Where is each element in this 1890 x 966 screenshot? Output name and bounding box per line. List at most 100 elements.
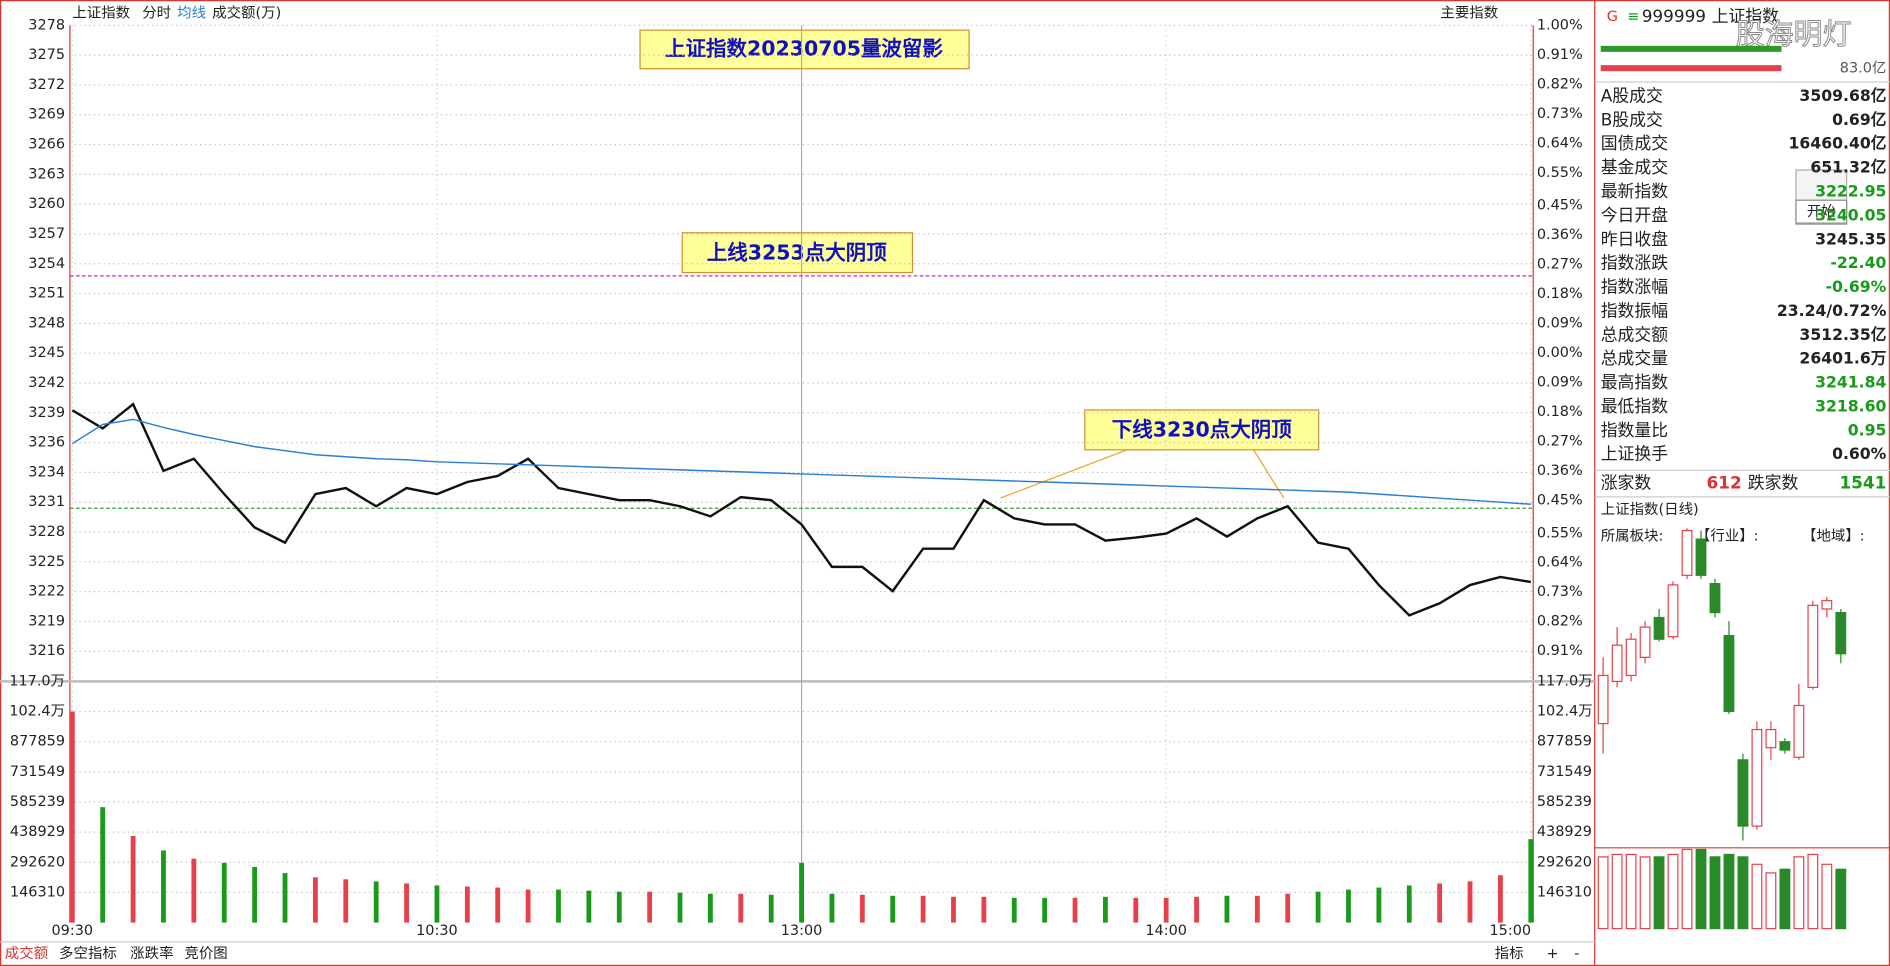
y-tick-label: 438929 [10, 824, 65, 840]
tab[interactable]: 成交额(万) [212, 3, 281, 21]
volume-bar [1437, 883, 1443, 923]
quote-value: 651.32亿 [1810, 158, 1886, 177]
y-tick-label: 3245 [28, 345, 65, 361]
candle-body [1807, 604, 1819, 688]
y2-tick-label: 0.55% [1537, 165, 1583, 181]
volume-bar [1133, 897, 1139, 923]
volume-bar [1285, 893, 1291, 923]
popup-button[interactable] [1795, 199, 1848, 224]
quote-value: -22.40 [1830, 253, 1886, 272]
bar-label: 83.0亿 [1840, 60, 1887, 77]
bar [1600, 45, 1782, 52]
volume-bar [738, 893, 744, 923]
value: 1541 [1839, 473, 1886, 493]
y2-tick-label: 0.00% [1537, 345, 1583, 361]
y2-tick-label: 0.36% [1537, 227, 1583, 243]
candle-body [1695, 538, 1707, 576]
daily-volume-bar [1751, 863, 1763, 930]
y-tick-label: 102.4万 [9, 704, 65, 720]
bottom-tab[interactable]: 指标 [1495, 945, 1524, 962]
daily-volume-bar [1793, 856, 1805, 930]
volume-bar [1346, 889, 1351, 923]
daily-volume-bar [1611, 853, 1623, 930]
candle-body [1611, 644, 1623, 683]
y2-tick-label: 0.91% [1537, 643, 1583, 659]
volume-bar [890, 895, 896, 923]
quote-label: 指数振幅 [1601, 300, 1669, 320]
x-tick-label: 15:00 [1489, 923, 1531, 939]
volume-bar [312, 877, 318, 923]
y-tick-label: 3225 [28, 554, 65, 570]
y-tick-label: 3278 [28, 17, 65, 33]
quote-label: 国债成交 [1601, 133, 1669, 153]
candle-body [1793, 704, 1805, 758]
x-tick-label: 10:30 [416, 923, 458, 939]
bottom-tab[interactable]: 涨跌率 [130, 945, 173, 962]
volume-bar [434, 885, 440, 923]
bottom-tab[interactable]: 竞价图 [184, 944, 227, 962]
price-line [71, 418, 1531, 505]
value: 612 [1707, 473, 1742, 493]
candle-body [1625, 638, 1637, 677]
bottom-tab[interactable]: 多空指标 [59, 945, 117, 962]
daily-volume-bar [1835, 868, 1847, 930]
y2-tick-label: 877859 [1537, 734, 1592, 750]
y-tick-label: 3275 [28, 47, 65, 63]
y2-tick-label: 438929 [1537, 824, 1592, 840]
candle-body [1751, 728, 1763, 827]
daily-volume-bar [1667, 853, 1679, 930]
label: 跌家数 [1748, 473, 1799, 493]
volume-bar [616, 891, 622, 923]
main-index[interactable]: 主要指数 [1440, 4, 1498, 21]
candle-body [1597, 674, 1609, 725]
volume-bar [1254, 895, 1260, 923]
tab[interactable]: 分时 [142, 4, 171, 21]
y2-tick-label: 0.09% [1537, 375, 1583, 391]
y2-tick-label: 0.27% [1537, 257, 1583, 273]
quote-label: B股成交 [1601, 109, 1663, 129]
volume-bar [1042, 897, 1048, 923]
popup-button-label[interactable]: 开始 [1807, 203, 1836, 220]
volume-bar [1163, 897, 1169, 923]
bottom-tab[interactable]: 成交额 [5, 944, 49, 962]
candle-body [1737, 759, 1749, 827]
volume-bar [191, 858, 197, 923]
y2-tick-label: 0.82% [1537, 614, 1583, 630]
quote-value: 3512.35亿 [1799, 325, 1886, 344]
quote-value: 3222.95 [1815, 181, 1886, 200]
quote-value: 26401.6万 [1799, 349, 1886, 368]
candle-body [1765, 728, 1777, 749]
candle-body [1667, 584, 1679, 638]
quote-value: 0.60% [1832, 444, 1887, 463]
quote-value: 23.24/0.72% [1777, 301, 1887, 320]
y2-tick-label: 0.55% [1537, 525, 1583, 541]
y2-tick-label: 1.00% [1537, 17, 1583, 33]
volume-bar [1528, 839, 1534, 923]
daily-volume-bar [1779, 868, 1791, 930]
candle-body [1835, 611, 1847, 655]
y-tick-label: 117.0万 [9, 673, 65, 689]
daily-volume-bar [1821, 863, 1833, 930]
bottom-tab[interactable]: - [1574, 946, 1579, 962]
price-line [71, 402, 1532, 617]
y-tick-label: 3219 [28, 613, 65, 629]
y-tick-label: 3216 [28, 643, 65, 659]
kline-title: 上证指数(日线) [1601, 501, 1699, 518]
volume-bar [799, 862, 804, 923]
y-tick-label: 3239 [28, 405, 65, 421]
tab-title: 上证指数 [72, 4, 130, 21]
volume-bar [69, 711, 75, 923]
volume-bar [981, 896, 987, 923]
x-tick-label: 09:30 [51, 923, 93, 939]
candle-body [1681, 529, 1693, 576]
y-tick-label: 3236 [28, 435, 65, 451]
daily-volume-bar [1597, 856, 1609, 930]
volume-bar [677, 892, 683, 923]
quote-label: 最新指数 [1601, 181, 1669, 201]
bottom-tab[interactable]: + [1546, 946, 1558, 962]
volume-bar [464, 886, 470, 923]
volume-bar [525, 889, 531, 923]
tab[interactable]: 均线 [177, 4, 206, 21]
quote-label: 指数涨幅 [1601, 277, 1669, 297]
